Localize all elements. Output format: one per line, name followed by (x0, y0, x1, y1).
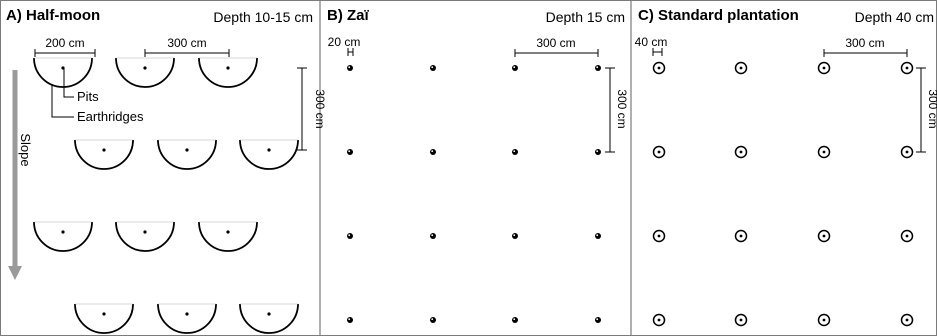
zai-pit (512, 65, 518, 71)
standard-pit (652, 61, 666, 75)
half-moon-grid (33, 57, 299, 334)
panel-b-depth: Depth 15 cm (546, 9, 625, 25)
panel-half-moon: A) Half-moon Depth 10-15 cm 200 cm 300 c… (6, 7, 327, 334)
panel-zai: B) Zaï Depth 15 cm 20 cm 300 cm 300 cm (327, 7, 629, 323)
standard-pit (817, 61, 831, 75)
standard-pit (900, 313, 914, 327)
half-moon-pit (33, 57, 93, 88)
standard-pit (652, 145, 666, 159)
slope-arrow (8, 70, 22, 280)
zai-pit (512, 317, 518, 323)
zai-pit (595, 65, 601, 71)
dimension-vertical-a (297, 67, 307, 151)
panel-a-title: A) Half-moon (6, 7, 100, 24)
standard-pit (900, 229, 914, 243)
dimension-vertical-b-label: 300 cm (615, 89, 629, 128)
zai-pit (595, 317, 601, 323)
zai-grid (347, 65, 601, 323)
slope-label: Slope (18, 133, 33, 166)
dimension-spacing-c-label: 300 cm (845, 36, 884, 50)
half-moon-pit (33, 221, 93, 252)
dimension-vertical-c (916, 67, 926, 153)
panel-c-depth: Depth 40 cm (855, 9, 934, 25)
standard-pit (817, 229, 831, 243)
dimension-width-b-label: 20 cm (328, 35, 361, 49)
zai-pit (430, 233, 436, 239)
zai-pit (347, 149, 353, 155)
half-moon-pit (115, 221, 175, 252)
standard-pit (734, 229, 748, 243)
standard-pit (652, 229, 666, 243)
dimension-vertical-a-label: 300 cm (313, 89, 327, 128)
dimension-width-a-label: 200 cm (45, 36, 84, 50)
dimension-width-a (34, 49, 96, 57)
standard-pit (817, 145, 831, 159)
standard-pit (734, 145, 748, 159)
panel-c-title: C) Standard plantation (638, 7, 799, 24)
zai-pit (512, 149, 518, 155)
standard-pit (817, 313, 831, 327)
standard-pit (652, 313, 666, 327)
zai-pit (347, 317, 353, 323)
dimension-width-b (347, 48, 354, 56)
half-moon-pit (115, 57, 175, 88)
standard-grid (652, 61, 914, 327)
half-moon-pit (157, 139, 217, 170)
zai-pit (595, 233, 601, 239)
panel-a-depth: Depth 10-15 cm (213, 9, 313, 25)
half-moon-pit (239, 139, 299, 170)
half-moon-pit (198, 57, 258, 88)
half-moon-pit (198, 221, 258, 252)
zai-pit (347, 65, 353, 71)
half-moon-pit (74, 139, 134, 170)
callout-lines (51, 68, 74, 118)
dimension-width-c (652, 48, 663, 56)
half-moon-pit (74, 303, 134, 334)
half-moon-pit (157, 303, 217, 334)
earthridges-label: Earthridges (77, 109, 144, 124)
dimension-spacing-c (823, 49, 908, 57)
zai-pit (430, 65, 436, 71)
zai-pit (347, 233, 353, 239)
dimension-spacing-b-label: 300 cm (536, 36, 575, 50)
half-moon-pit (239, 303, 299, 334)
standard-pit (734, 313, 748, 327)
standard-pit (900, 61, 914, 75)
standard-pit (900, 145, 914, 159)
zai-pit (430, 317, 436, 323)
dimension-vertical-c-label: 300 cm (926, 89, 937, 128)
standard-pit (734, 61, 748, 75)
dimension-spacing-b (514, 49, 599, 57)
zai-pit (512, 233, 518, 239)
dimension-spacing-a (144, 49, 230, 57)
pits-label: Pits (77, 89, 99, 104)
zai-pit (430, 149, 436, 155)
dimension-vertical-b (605, 67, 615, 153)
dimension-width-c-label: 40 cm (635, 35, 668, 49)
dimension-spacing-a-label: 300 cm (167, 36, 206, 50)
panel-standard-plantation: C) Standard plantation Depth 40 cm 40 cm… (635, 7, 937, 327)
panel-b-title: B) Zaï (327, 7, 370, 24)
zai-pit (595, 149, 601, 155)
